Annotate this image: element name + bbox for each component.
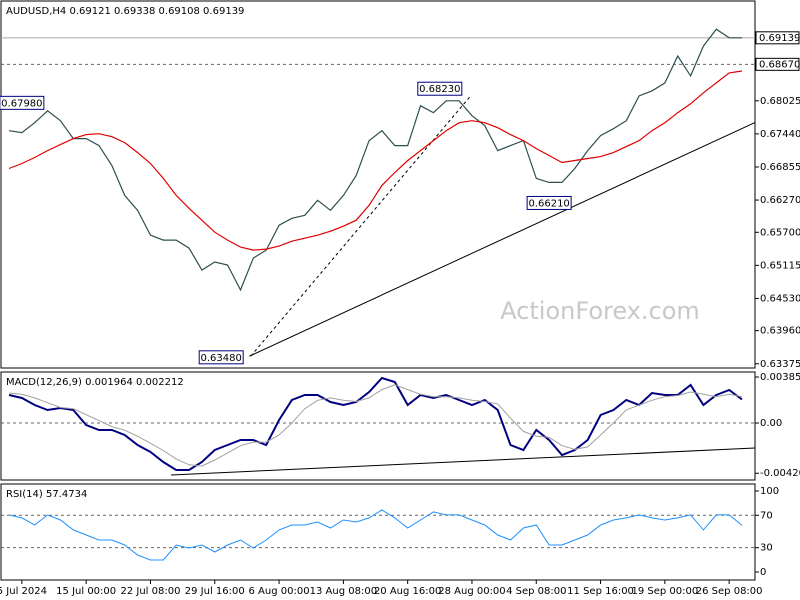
series-line bbox=[8, 376, 743, 471]
panel-frame bbox=[0, 0, 756, 369]
y-tick-label: -0.004204 bbox=[760, 468, 800, 479]
y-tick-label: 0.65700 bbox=[760, 227, 800, 238]
y-tick-label: 0.66270 bbox=[760, 195, 800, 206]
y-tick-label: 0.00 bbox=[760, 418, 782, 429]
panel-frame bbox=[0, 371, 756, 481]
series-line bbox=[8, 509, 743, 561]
annotation-label: 0.68230 bbox=[419, 84, 460, 95]
y-tick-label: 0.63960 bbox=[760, 326, 800, 337]
y-tick-label: 0.66855 bbox=[760, 162, 800, 173]
x-tick-label: 20 Aug 16:00 bbox=[374, 586, 441, 597]
y-tick-label: 0.68025 bbox=[760, 96, 800, 107]
level-label: 0.69139 bbox=[759, 33, 800, 44]
y-tick-label: 0.65115 bbox=[760, 260, 800, 271]
y-tick-label: 0 bbox=[760, 567, 766, 578]
panel-title: RSI(14) 57.4734 bbox=[6, 489, 87, 500]
trendline bbox=[250, 95, 472, 357]
x-tick-label: 29 Jul 16:00 bbox=[185, 586, 245, 597]
annotation-label: 0.66210 bbox=[528, 198, 569, 209]
panel-title: MACD(12,26,9) 0.001964 0.002212 bbox=[6, 377, 184, 388]
annotation-label: 0.67980 bbox=[1, 98, 42, 109]
annotation-box bbox=[526, 195, 572, 210]
annotation-box bbox=[0, 95, 45, 110]
x-tick-label: 22 Jul 08:00 bbox=[120, 586, 180, 597]
series-line bbox=[8, 28, 742, 292]
x-tick-label: 11 Sep 16:00 bbox=[567, 586, 634, 597]
x-tick-label: 19 Sep 00:00 bbox=[631, 586, 698, 597]
watermark: ActionForex.com bbox=[500, 297, 700, 325]
trendline bbox=[171, 447, 755, 476]
annotation-box bbox=[198, 350, 244, 365]
x-tick-label: 15 Jul 00:00 bbox=[56, 586, 116, 597]
level-label-box bbox=[755, 57, 800, 71]
y-tick-label: 0.67440 bbox=[760, 129, 800, 140]
level-label-box bbox=[755, 31, 800, 45]
y-tick-label: 70 bbox=[760, 510, 773, 521]
panel-title: AUDUSD,H4 0.69121 0.69338 0.69108 0.6913… bbox=[6, 6, 244, 17]
x-tick-label: 13 Aug 08:00 bbox=[310, 586, 377, 597]
x-tick-label: 26 Sep 08:00 bbox=[696, 586, 763, 597]
series-line bbox=[8, 384, 743, 467]
level-label: 0.68670 bbox=[759, 59, 800, 70]
annotation-box bbox=[417, 81, 463, 96]
y-tick-label: 0.003852 bbox=[760, 372, 800, 383]
series-line bbox=[8, 70, 743, 251]
x-tick-label: 5 Jul 2024 bbox=[0, 586, 47, 597]
y-tick-label: 100 bbox=[760, 486, 779, 497]
x-tick-label: 6 Aug 00:00 bbox=[249, 586, 310, 597]
x-tick-label: 4 Sep 08:00 bbox=[506, 586, 566, 597]
panel-frame bbox=[0, 483, 756, 581]
y-tick-label: 0.63375 bbox=[760, 359, 800, 370]
y-tick-label: 30 bbox=[760, 543, 773, 554]
y-tick-label: 0.64530 bbox=[760, 293, 800, 304]
annotation-label: 0.63480 bbox=[201, 353, 242, 364]
x-tick-label: 28 Aug 00:00 bbox=[438, 586, 505, 597]
trendline bbox=[249, 122, 756, 357]
